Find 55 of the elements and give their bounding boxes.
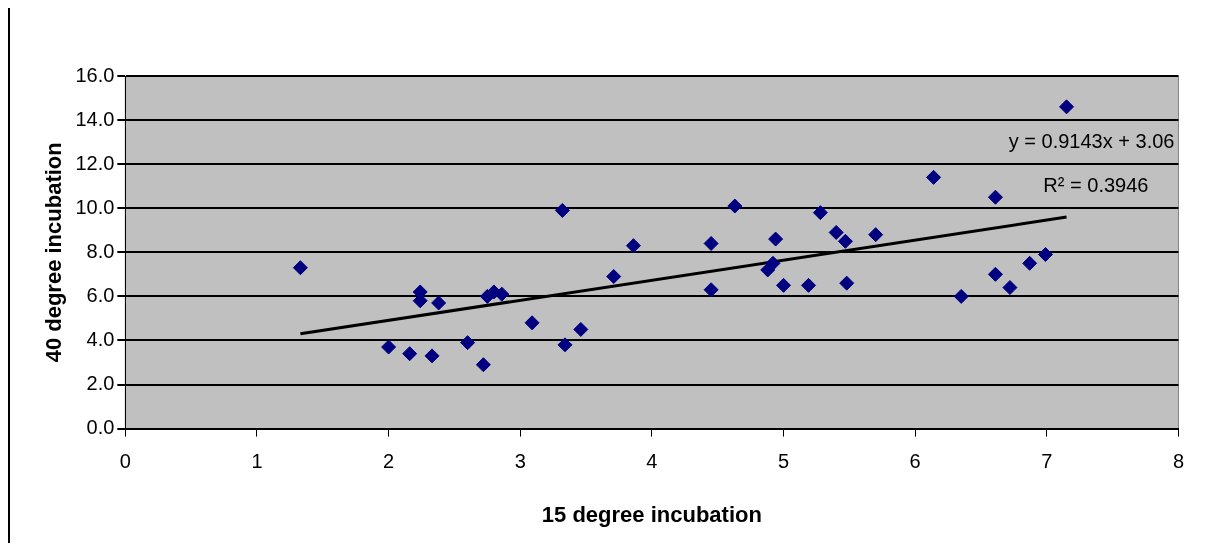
x-tick-label: 3 (514, 450, 526, 473)
point (987, 189, 1003, 205)
point (557, 337, 573, 353)
x-tick-label: 8 (1172, 450, 1184, 473)
annotation: y = 0.9143x + 3.06 (1008, 129, 1175, 152)
point (812, 205, 828, 221)
point (431, 295, 447, 311)
x-tick-label: 5 (777, 450, 790, 473)
x-tick-label: 2 (383, 450, 395, 473)
y-tick-label: 16.0 (75, 63, 115, 86)
point (424, 348, 440, 364)
point (727, 198, 743, 214)
point (926, 169, 942, 185)
point (402, 346, 418, 362)
point (381, 339, 397, 355)
x-tick-label: 0 (119, 450, 131, 473)
x-tick-label: 6 (909, 450, 921, 473)
point (475, 357, 491, 373)
point (524, 315, 540, 331)
x-tick-label: 7 (1041, 450, 1053, 473)
y-tick-label: 0.0 (86, 416, 115, 439)
point (1022, 255, 1038, 271)
point (839, 275, 855, 291)
point (1002, 280, 1018, 296)
y-tick-label: 4.0 (86, 327, 115, 350)
point (625, 238, 641, 254)
point (765, 255, 781, 271)
point (1037, 247, 1053, 262)
y-tick-label: 6.0 (86, 283, 115, 306)
point (292, 260, 308, 276)
point (1059, 99, 1075, 115)
point (460, 335, 476, 351)
x-tick-label: 4 (646, 450, 658, 473)
point (868, 227, 884, 243)
x-tick-label: 1 (251, 450, 263, 473)
point (554, 202, 570, 218)
point (703, 282, 719, 298)
point (953, 288, 969, 304)
point (776, 277, 792, 293)
point (828, 224, 844, 240)
point (606, 269, 622, 285)
y-tick-label: 12.0 (75, 151, 115, 174)
annotation: R² = 0.3946 (1043, 173, 1149, 196)
point (703, 235, 719, 251)
point (768, 231, 784, 247)
y-tick-label: 8.0 (86, 239, 115, 262)
y-tick-label: 14.0 (75, 107, 115, 130)
x-axis-title: 15 degree incubation (541, 501, 762, 527)
y-axis-title: 40 degree incubation (41, 142, 67, 363)
point (987, 266, 1003, 282)
y-tick-label: 10.0 (75, 195, 115, 218)
point (573, 321, 589, 337)
point (837, 233, 853, 249)
y-tick-label: 2.0 (86, 372, 115, 395)
point (801, 277, 817, 293)
